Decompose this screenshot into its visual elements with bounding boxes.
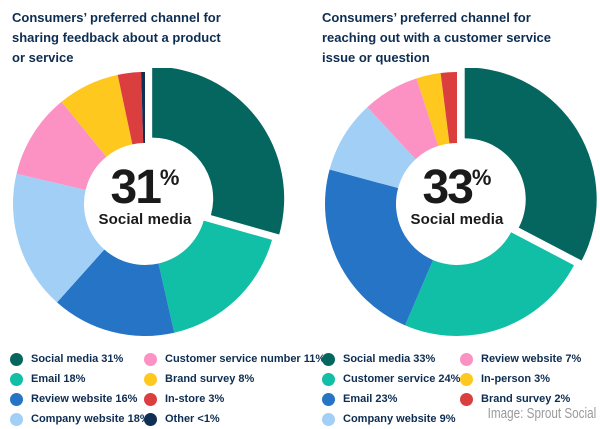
legend-label: Review website 16% xyxy=(31,393,138,405)
legend-feedback: Social media 31% Email 18% Review website … xyxy=(10,349,325,429)
chart-panel-feedback: Consumers’ preferred channel for sharing… xyxy=(10,0,325,429)
donut-chart-feedback: 31% Social media xyxy=(0,68,290,340)
legend-item: Review website 16% xyxy=(10,389,144,409)
legend-label: Brand survey 8% xyxy=(165,373,255,385)
donut-chart-customer-service: 33% Social media xyxy=(312,68,600,340)
legend-swatch xyxy=(322,352,335,366)
donut-slice-review-website xyxy=(57,249,175,336)
donut-slice-review-website xyxy=(367,78,439,160)
legend-column: Review website 7% In-person 3% Brand surve… xyxy=(460,349,581,429)
legend-item: In-store 3% xyxy=(144,389,325,409)
legend-item: Other <1% xyxy=(144,409,325,429)
legend-column: Customer service number 11% Brand survey … xyxy=(144,349,325,429)
legend-item: Customer service number 11% xyxy=(144,349,325,369)
legend-label: Email 18% xyxy=(31,373,86,385)
legend-swatch xyxy=(322,412,335,426)
legend-swatch xyxy=(144,392,157,406)
donut-slice-social-media xyxy=(152,68,285,235)
donut-slice-brand-survey xyxy=(61,74,133,157)
legend-item: Brand survey 2% xyxy=(460,389,581,409)
chart-title-feedback: Consumers’ preferred channel for sharing… xyxy=(12,10,221,65)
legend-item: Customer service 24% xyxy=(322,369,460,389)
legend-item: Social media 31% xyxy=(10,349,144,369)
donut-slice-brand-survey xyxy=(440,72,457,144)
donut-slice-customer-service xyxy=(405,232,574,336)
legend-item: Brand survey 8% xyxy=(144,369,325,389)
donut-slice-other xyxy=(141,72,145,144)
legend-label: Social media 31% xyxy=(31,353,124,365)
legend-swatch xyxy=(10,372,23,386)
legend-swatch xyxy=(322,392,335,406)
legend-column: Social media 33% Customer service 24% Emai… xyxy=(322,349,460,429)
legend-label: Social media 33% xyxy=(343,353,436,365)
chart-title-customer-service: Consumers’ preferred channel for reachin… xyxy=(322,10,552,65)
donut-slice-social-media xyxy=(464,68,597,261)
legend-swatch xyxy=(144,352,157,366)
legend-item: Review website 7% xyxy=(460,349,581,369)
legend-label: Other <1% xyxy=(165,413,220,425)
legend-swatch xyxy=(460,392,473,406)
legend-item: Company website 18% xyxy=(10,409,150,429)
legend-label: Email 23% xyxy=(343,393,398,405)
legend-label: Company website 9% xyxy=(343,413,456,425)
legend-label: Company website 18% xyxy=(31,413,150,425)
donut-slice-company-website xyxy=(329,107,416,189)
donut-slice-in-person xyxy=(416,73,450,146)
legend-swatch xyxy=(144,412,157,426)
legend-label: In-store 3% xyxy=(165,393,225,405)
legend-label: In-person 3% xyxy=(481,373,551,385)
legend-swatch xyxy=(10,352,23,366)
donut-slice-email xyxy=(325,169,433,326)
legend-item: Company website 9% xyxy=(322,409,460,429)
legend-swatch xyxy=(10,392,23,406)
legend-item: In-person 3% xyxy=(460,369,581,389)
donut-slice-customer-service-number xyxy=(16,101,107,191)
legend-swatch xyxy=(322,372,335,386)
donut-slice-email xyxy=(158,220,273,333)
legend-label: Brand survey 2% xyxy=(481,393,571,405)
legend-label: Customer service number 11% xyxy=(165,353,326,365)
legend-item: Email 18% xyxy=(10,369,144,389)
chart-panel-customer-service: Consumers’ preferred channel for reachin… xyxy=(312,0,600,429)
legend-column: Social media 31% Email 18% Review website … xyxy=(10,349,150,429)
legend-item: Email 23% xyxy=(322,389,460,409)
legend-swatch xyxy=(10,412,23,426)
legend-customer-service: Social media 33% Customer service 24% Emai… xyxy=(322,349,600,429)
legend-item: Social media 33% xyxy=(322,349,460,369)
legend-label: Review website 7% xyxy=(481,353,582,365)
legend-swatch xyxy=(460,372,473,386)
donut-slice-in-store xyxy=(117,72,144,145)
donut-slice-company-website xyxy=(13,173,105,303)
legend-swatch xyxy=(460,352,473,366)
donut-svg-customer-service xyxy=(325,68,597,336)
legend-label: Customer service 24% xyxy=(343,373,461,385)
legend-swatch xyxy=(144,372,157,386)
image-credit: Image: Sprout Social xyxy=(487,405,596,422)
donut-svg-feedback xyxy=(13,68,285,336)
